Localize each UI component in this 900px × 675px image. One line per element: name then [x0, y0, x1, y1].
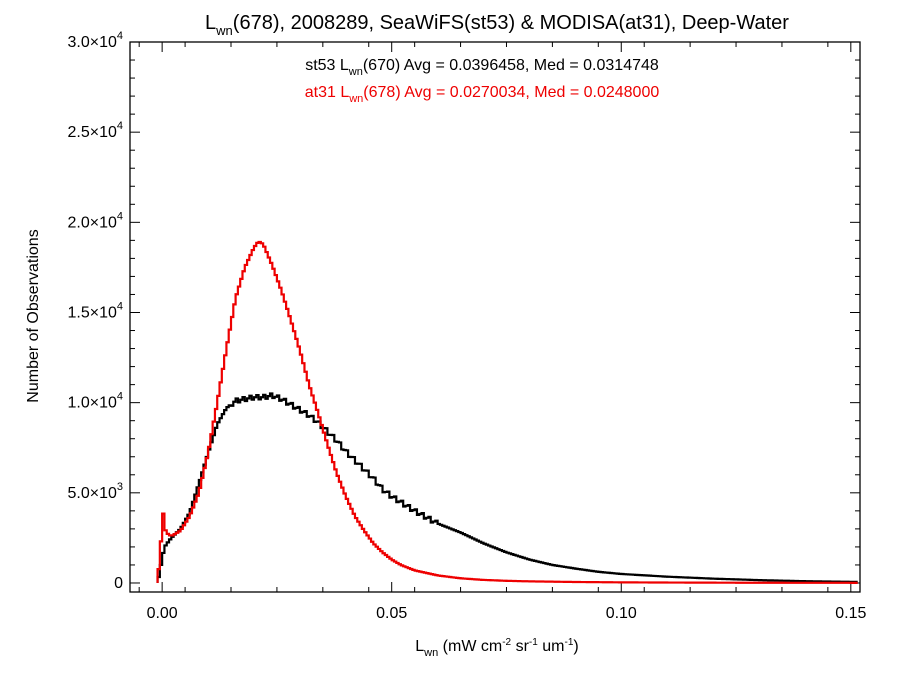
series-group [156, 240, 858, 584]
chart-title-sub: wn [215, 23, 233, 38]
y-tick-label: 3.0×104 [67, 30, 123, 51]
x-axis-label-u4: um [538, 638, 565, 655]
legend-st53: st53 Lwn(670) Avg = 0.0396458, Med = 0.0… [305, 57, 659, 78]
x-axis-label-u0: (mW cm [438, 638, 502, 655]
x-tick-label: 0.10 [606, 605, 637, 622]
series-line-at31 [156, 240, 858, 584]
legend-at31-pre: at31 L [305, 84, 350, 101]
series-line-st53 [156, 392, 858, 583]
y-axis-label: Number of Observations [25, 229, 42, 402]
x-axis-label-main: L [415, 638, 424, 655]
legend-at31-post: (678) Avg = 0.0270034, Med = 0.0248000 [363, 84, 659, 101]
legend-at31: at31 Lwn(678) Avg = 0.0270034, Med = 0.0… [305, 84, 660, 105]
axis-ticks: 0.00 0.05 0.10 0.15 0 5.0×103 1.0×104 1.5×104 2.… [67, 30, 866, 622]
legend-st53-sub: wn [348, 66, 363, 78]
x-axis-label: Lwn (mW cm-2 sr-1 um-1) [415, 637, 578, 659]
x-tick-label: 0.05 [376, 605, 407, 622]
legend-st53-post: (670) Avg = 0.0396458, Med = 0.0314748 [363, 57, 659, 74]
y-tick-label: 2.0×104 [67, 210, 123, 231]
y-tick-label: 5.0×103 [67, 481, 123, 502]
y-tick-label: 1.0×104 [67, 391, 123, 412]
chart-title-rest: (678), 2008289, SeaWiFS(st53) & MODISA(a… [233, 12, 789, 34]
y-tick-label: 0 [114, 575, 123, 592]
x-tick-label: 0.15 [835, 605, 866, 622]
chart-title: Lwn(678), 2008289, SeaWiFS(st53) & MODIS… [205, 12, 789, 38]
y-tick-label: 2.5×104 [67, 120, 123, 141]
x-axis-label-u6: ) [573, 638, 578, 655]
plot-frame [129, 41, 861, 593]
legend-at31-sub: wn [348, 93, 363, 105]
x-axis-label-u5: -1 [564, 637, 573, 648]
y-tick-label: 1.5×104 [67, 300, 123, 321]
x-axis-label-sub: wn [423, 647, 438, 659]
chart-title-main: L [205, 12, 216, 34]
x-axis-label-u3: -1 [529, 637, 538, 648]
x-axis-label-u2: sr [511, 638, 529, 655]
legend-st53-pre: st53 L [305, 57, 349, 74]
x-tick-label: 0.00 [147, 605, 178, 622]
x-axis-label-u1: -2 [502, 637, 511, 648]
